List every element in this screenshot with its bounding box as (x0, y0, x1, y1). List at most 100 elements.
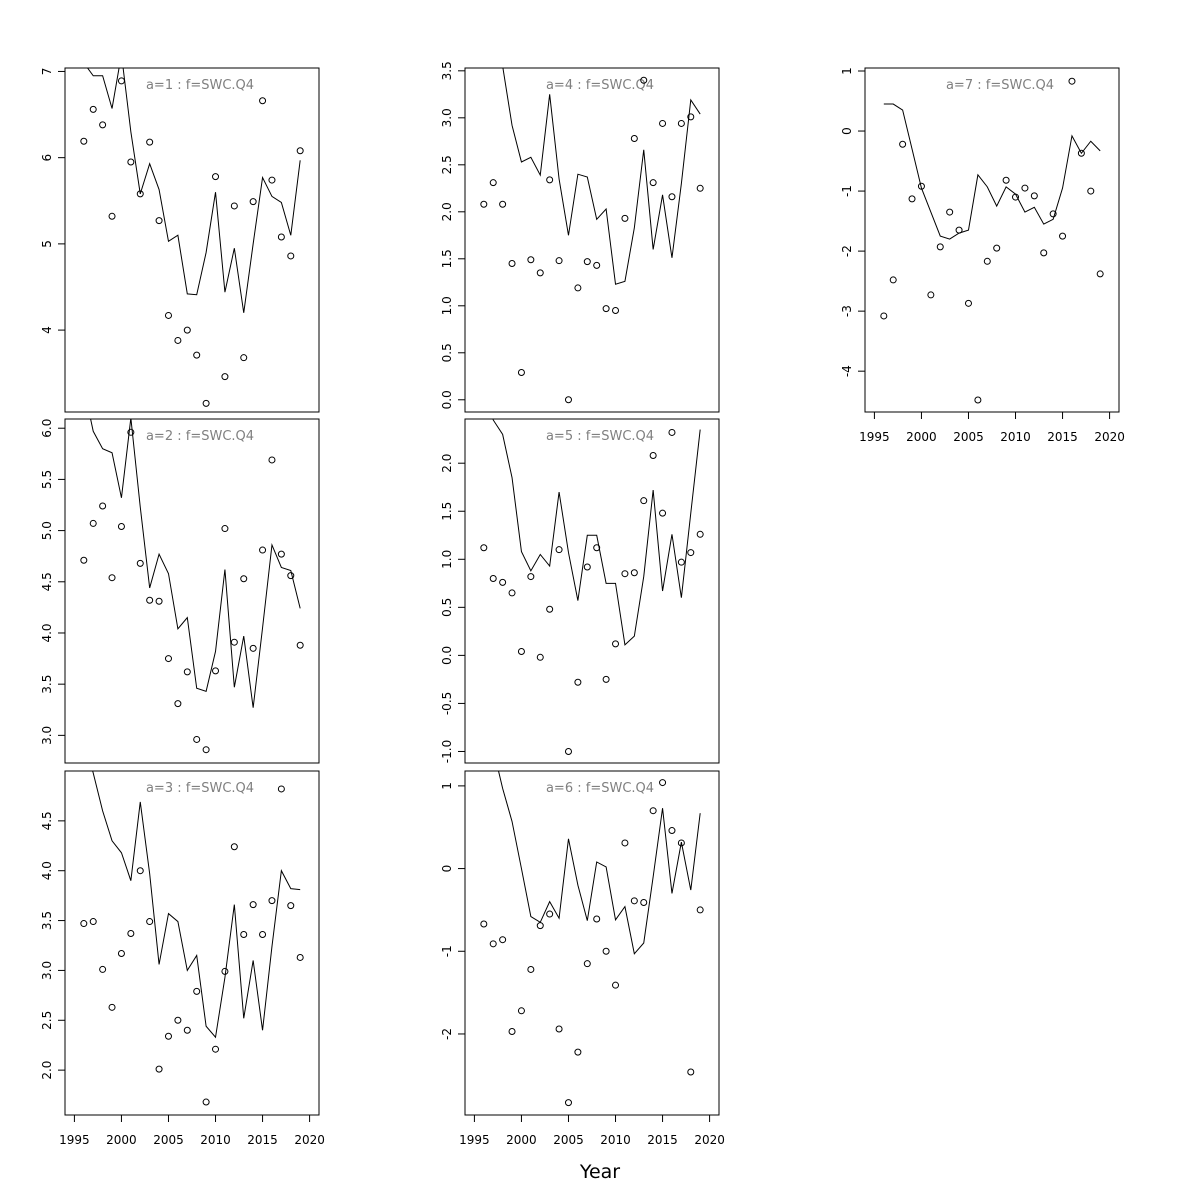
point (183, 1026, 191, 1034)
point (89, 105, 97, 113)
y-tick-label: -4 (840, 365, 854, 377)
point (89, 918, 97, 926)
plot-frame (64, 418, 320, 764)
point (536, 269, 544, 277)
fitted-line (502, 68, 701, 285)
point (574, 678, 582, 686)
y-tick-label: 5.0 (40, 521, 54, 540)
plot-area (480, 419, 704, 755)
point (993, 244, 1001, 252)
point (480, 920, 488, 928)
point (593, 261, 601, 269)
y-tick-label: 4 (40, 326, 54, 334)
y-tick-label: 0.0 (440, 390, 454, 409)
point (696, 530, 704, 538)
y-tick-label: 5 (40, 240, 54, 248)
plot-frame (64, 770, 320, 1116)
point (155, 597, 163, 605)
y-tick-label: 3.0 (440, 108, 454, 127)
point (230, 202, 238, 210)
panel: a=6 : f=SWC.Q4 -2 -1 0 1 1995 2000 2005 2010 2015… (440, 770, 725, 1147)
point (612, 306, 620, 314)
point (499, 578, 507, 586)
point (640, 76, 648, 84)
panel: a=2 : f=SWC.Q4 3.0 3.5 4.0 4.5 5.0 5.5 6.0 (40, 418, 320, 764)
point (687, 113, 695, 121)
y-tick-label: 1.0 (440, 550, 454, 569)
point (259, 97, 267, 105)
y-tick-label: 1 (440, 782, 454, 790)
y-tick-label: -2 (840, 245, 854, 257)
point (630, 134, 638, 142)
point (193, 735, 201, 743)
x-tick-label: 2010 (200, 1133, 231, 1147)
point (927, 291, 935, 299)
panel: a=7 : f=SWC.Q4 -4 -3 -2 -1 0 1 1995 2000 2005 2010… (840, 67, 1125, 444)
point (593, 544, 601, 552)
point (983, 257, 991, 265)
point (136, 867, 144, 875)
y-tick-label: 2.0 (440, 454, 454, 473)
point (183, 326, 191, 334)
plot-area (80, 68, 304, 407)
x-tick-label: 2020 (294, 1133, 325, 1147)
point (630, 897, 638, 905)
point (1096, 270, 1104, 278)
point (677, 558, 685, 566)
point (489, 179, 497, 187)
point (517, 648, 525, 656)
point (164, 311, 172, 319)
point (536, 653, 544, 661)
point (99, 502, 107, 510)
point (583, 258, 591, 266)
point (499, 936, 507, 944)
point (287, 902, 295, 910)
point (889, 276, 897, 284)
x-tick-label: 2005 (153, 1133, 184, 1147)
plot-frame (64, 67, 320, 413)
point (230, 843, 238, 851)
panel: a=1 : f=SWC.Q4 4 5 6 7 (40, 67, 320, 413)
point (108, 1003, 116, 1011)
point (630, 569, 638, 577)
point (659, 779, 667, 787)
x-tick-label: 2010 (1000, 430, 1031, 444)
point (527, 573, 535, 581)
plot-area (80, 771, 304, 1106)
panel-title: a=6 : f=SWC.Q4 (546, 781, 654, 796)
point (555, 257, 563, 265)
point (193, 351, 201, 359)
x-tick-label: 2020 (694, 1133, 725, 1147)
y-tick-label: 3.0 (40, 961, 54, 980)
point (546, 910, 554, 918)
point (621, 214, 629, 222)
point (89, 519, 97, 527)
y-tick-label: -0.5 (440, 692, 454, 715)
fitted-line (86, 68, 301, 313)
panel-title: a=4 : f=SWC.Q4 (546, 78, 654, 93)
x-tick-label: 2005 (953, 430, 984, 444)
x-tick-label: 2015 (647, 1133, 678, 1147)
y-tick-label: 4.0 (40, 861, 54, 880)
point (602, 947, 610, 955)
point (564, 747, 572, 755)
point (164, 1032, 172, 1040)
point (517, 369, 525, 377)
point (621, 839, 629, 847)
point (508, 259, 516, 267)
point (696, 184, 704, 192)
y-tick-label: 2.5 (40, 1011, 54, 1030)
x-tick-label: 2015 (1047, 430, 1078, 444)
plot-area (880, 77, 1104, 404)
point (908, 195, 916, 203)
y-tick-label: 3.0 (40, 726, 54, 745)
point (489, 575, 497, 583)
point (687, 549, 695, 557)
point (108, 574, 116, 582)
point (489, 940, 497, 948)
fitted-line (92, 771, 301, 1039)
plot-frame (464, 67, 720, 413)
point (602, 675, 610, 683)
point (964, 299, 972, 307)
